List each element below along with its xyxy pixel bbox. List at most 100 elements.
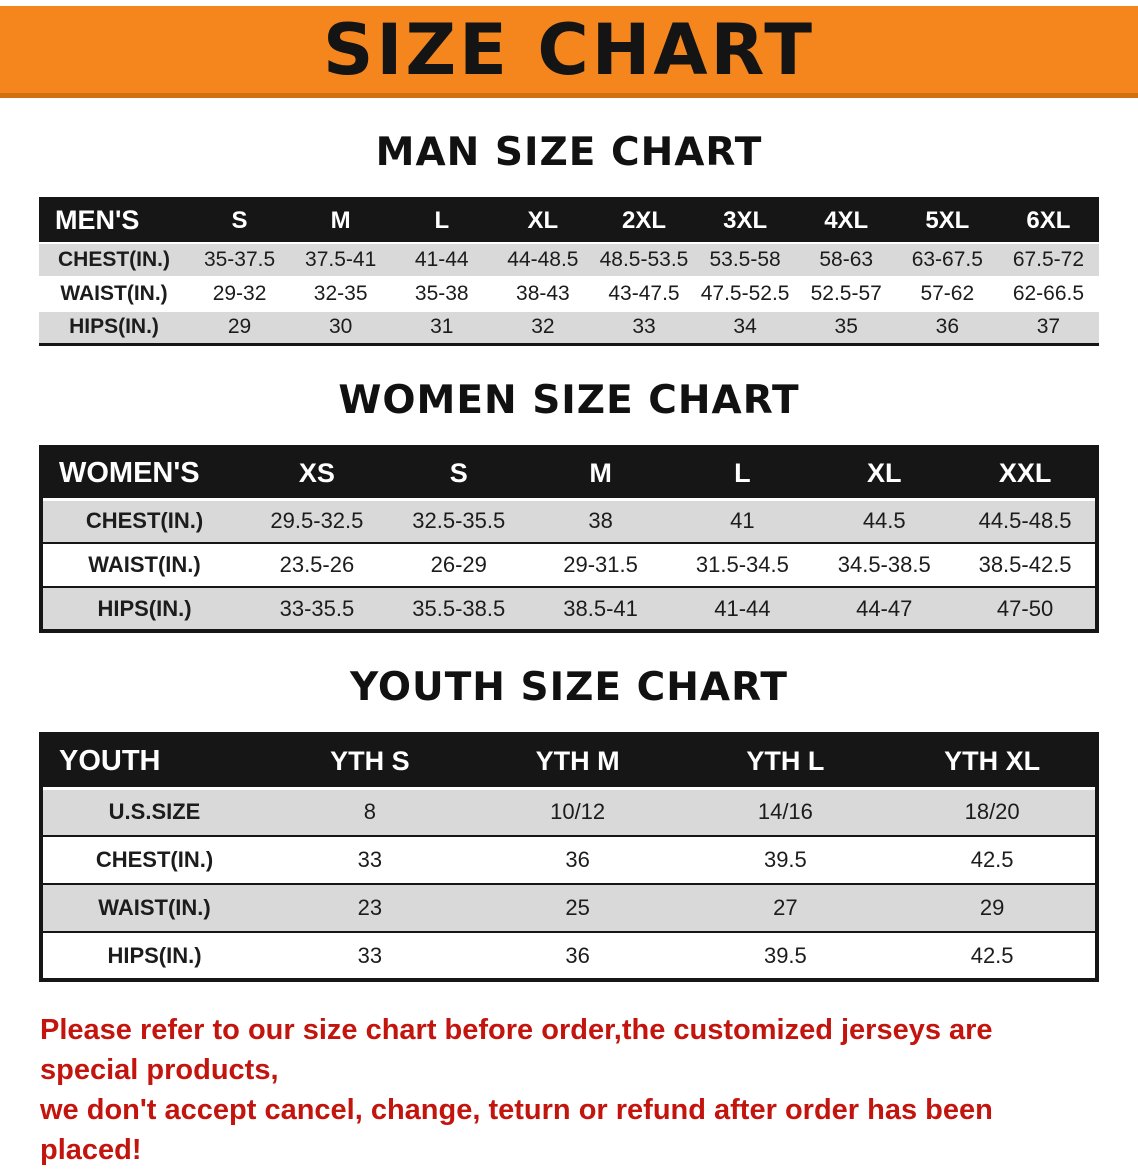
value-cell: 39.5 — [763, 942, 807, 968]
value-cell: 27 — [773, 895, 798, 920]
disclaimer-line-2: we don't accept cancel, change, teturn o… — [40, 1094, 993, 1167]
men-size-chart-section: MAN SIZE CHART MEN'S S M L XL 2XL 3XL 4XL 5XL 6XL… — [0, 130, 1138, 346]
size-header-cell: 5XL — [896, 198, 998, 243]
value-cell: 37.5-41 — [305, 247, 377, 271]
value-cell: 29-32 — [212, 281, 267, 305]
value-cell: 36 — [565, 942, 590, 968]
size-header-cell: L — [671, 447, 814, 499]
value-cell: 44.5 — [862, 508, 906, 534]
page-title: SIZE CHART — [322, 8, 816, 91]
value-cell: 33 — [357, 847, 383, 872]
men-size-table: MEN'S S M L XL 2XL 3XL 4XL 5XL 6XL CHEST(IN.) 35-37… — [39, 197, 1099, 346]
table-title-cell: MEN'S — [39, 198, 189, 243]
value-cell: 33-35.5 — [279, 595, 355, 621]
value-cell: 32 — [531, 315, 555, 339]
value-cell: 10/12 — [550, 799, 606, 825]
value-cell: 47-50 — [996, 595, 1054, 621]
table-row: HIPS(IN.) 33-35.5 35.5-38.5 38.5-41 41-44 44-… — [41, 587, 1097, 631]
youth-size-chart-heading: YOUTH SIZE CHART — [350, 665, 788, 710]
value-cell: 23.5-26 — [279, 552, 355, 577]
value-cell: 34.5-38.5 — [837, 552, 931, 577]
size-header-cell: XL — [492, 198, 594, 243]
size-header-cell: YTH M — [473, 734, 682, 788]
value-cell: 37 — [1036, 315, 1061, 339]
value-cell: 42.5 — [970, 942, 1014, 968]
size-header-cell: S — [189, 198, 291, 243]
size-header-cell: 3XL — [694, 198, 796, 243]
row-label-cell: WAIST(IN.) — [88, 552, 201, 577]
value-cell: 32-35 — [313, 281, 368, 305]
size-chart-banner: SIZE CHART — [0, 6, 1138, 98]
value-cell: 29.5-32.5 — [270, 508, 364, 534]
women-size-chart-heading: WOMEN SIZE CHART — [338, 378, 800, 423]
size-chart-page: SIZE CHART MAN SIZE CHART MEN'S S M L XL 2XL 3… — [0, 6, 1138, 1170]
value-cell: 25 — [565, 895, 590, 920]
value-cell: 63-67.5 — [911, 247, 983, 271]
value-cell: 23 — [357, 895, 383, 920]
value-cell: 35.5-38.5 — [412, 595, 506, 621]
value-cell: 39.5 — [763, 847, 807, 872]
table-row: WAIST(IN.) 29-32 32-35 35-38 38-43 43-47.5 47.… — [39, 276, 1099, 311]
women-size-table: WOMEN'S XS S M L XL XXL CHEST(IN.) 29.5-32.5 32.5… — [39, 445, 1099, 633]
size-header-cell: YTH XL — [889, 734, 1097, 788]
row-label-cell: HIPS(IN.) — [69, 315, 159, 339]
value-cell: 35-38 — [414, 281, 469, 305]
table-row: U.S.SIZE 8 10/12 14/16 18/20 — [41, 788, 1097, 836]
value-cell: 29 — [979, 895, 1005, 920]
table-header-row: YOUTH YTH S YTH M YTH L YTH XL — [41, 734, 1097, 788]
size-header-cell: 2XL — [593, 198, 695, 243]
value-cell: 26-29 — [430, 552, 487, 577]
value-cell: 41-44 — [714, 595, 771, 621]
row-label-cell: U.S.SIZE — [108, 799, 201, 825]
size-header-cell: YTH L — [681, 734, 890, 788]
value-cell: 52.5-57 — [810, 281, 882, 305]
value-cell: 43-47.5 — [608, 281, 680, 305]
value-cell: 38.5-42.5 — [978, 552, 1072, 577]
women-size-chart-section: WOMEN SIZE CHART WOMEN'S XS S M L XL XXL CHEST(… — [0, 378, 1138, 633]
size-header-cell: S — [387, 447, 530, 499]
value-cell: 29 — [227, 315, 252, 339]
value-cell: 41 — [730, 508, 755, 534]
value-cell: 36 — [565, 847, 590, 872]
value-cell: 62-66.5 — [1012, 281, 1085, 305]
table-header-row: WOMEN'S XS S M L XL XXL — [41, 447, 1097, 499]
row-label-cell: WAIST(IN.) — [60, 281, 168, 305]
value-cell: 41-44 — [414, 247, 469, 271]
row-label-cell: HIPS(IN.) — [107, 942, 202, 968]
youth-size-table: YOUTH YTH S YTH M YTH L YTH XL U.S.SIZE 8 10/12… — [39, 732, 1099, 982]
table-header-row: MEN'S S M L XL 2XL 3XL 4XL 5XL 6XL — [39, 198, 1099, 243]
value-cell: 58-63 — [819, 247, 874, 271]
size-header-cell: 4XL — [795, 198, 897, 243]
table-row: CHEST(IN.) 35-37.5 37.5-41 41-44 44-48.5 48.5… — [39, 242, 1099, 277]
row-label-cell: CHEST(IN.) — [85, 508, 204, 534]
table-row: WAIST(IN.) 23.5-26 26-29 29-31.5 31.5-34.5 34… — [41, 543, 1097, 587]
value-cell: 31 — [430, 315, 454, 339]
value-cell: 14/16 — [757, 799, 813, 825]
row-label-cell: WAIST(IN.) — [98, 895, 211, 920]
value-cell: 35-37.5 — [203, 247, 276, 271]
value-cell: 42.5 — [970, 847, 1014, 872]
value-cell: 18/20 — [964, 799, 1020, 825]
size-header-cell: M — [290, 198, 392, 243]
disclaimer: Please refer to our size chart before or… — [40, 1010, 1098, 1170]
value-cell: 44.5-48.5 — [978, 508, 1072, 534]
value-cell: 31.5-34.5 — [695, 552, 789, 577]
men-size-chart-heading: MAN SIZE CHART — [375, 130, 763, 175]
size-header-cell: M — [529, 447, 672, 499]
value-cell: 47.5-52.5 — [700, 281, 790, 305]
table-title-cell: YOUTH — [41, 734, 266, 788]
value-cell: 57-62 — [920, 281, 975, 305]
size-header-cell: XL — [813, 447, 956, 499]
value-cell: 48.5-53.5 — [599, 247, 689, 271]
value-cell: 32.5-35.5 — [412, 508, 506, 534]
value-cell: 33 — [357, 942, 383, 968]
size-header-cell: XS — [246, 447, 388, 499]
size-header-cell: XXL — [955, 447, 1097, 499]
table-row: WAIST(IN.) 23 25 27 29 — [41, 884, 1097, 932]
value-cell: 8 — [363, 799, 376, 825]
table-row: CHEST(IN.) 29.5-32.5 32.5-35.5 38 41 44.5 44.5… — [41, 499, 1097, 543]
table-row: HIPS(IN.) 33 36 39.5 42.5 — [41, 932, 1097, 980]
value-cell: 29-31.5 — [563, 552, 638, 577]
size-header-cell: 6XL — [997, 198, 1099, 243]
value-cell: 34 — [733, 315, 757, 339]
